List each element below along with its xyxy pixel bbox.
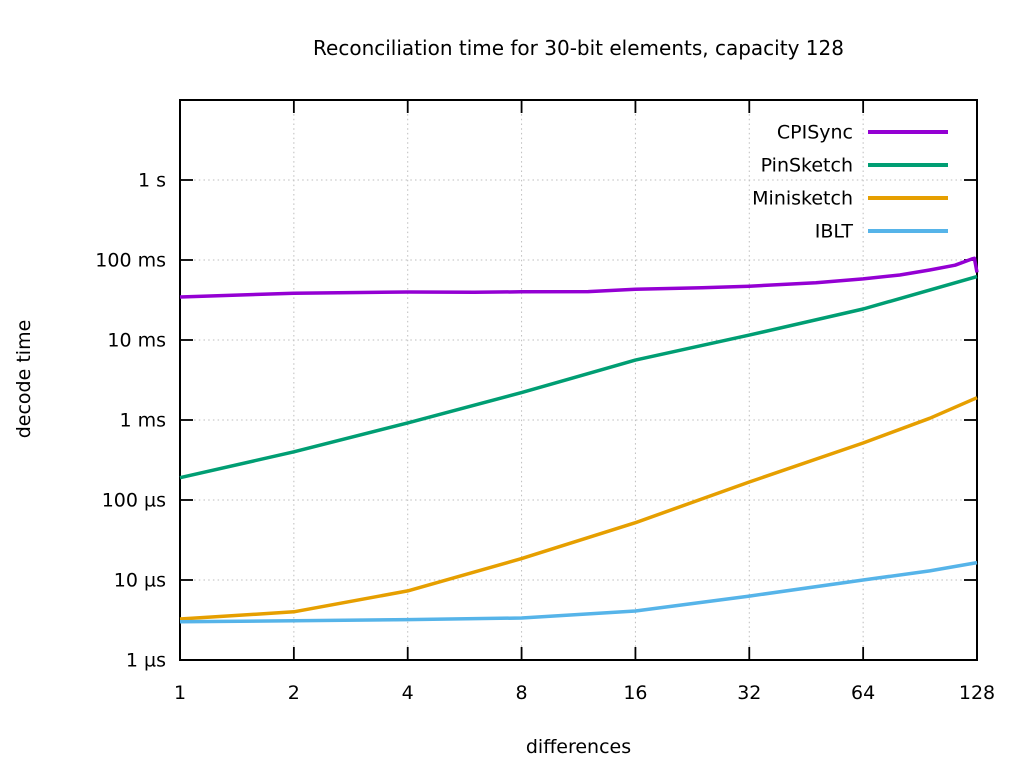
series-line-pinsketch xyxy=(179,274,978,480)
legend-label-pinsketch: PinSketch xyxy=(761,155,853,177)
plot-border xyxy=(179,99,978,661)
x-tick-label-32: 32 xyxy=(737,682,761,704)
x-axis-label: differences xyxy=(525,736,632,758)
x-tick-label-16: 16 xyxy=(623,682,647,704)
legend-label-cpisync: CPISync xyxy=(777,122,853,144)
x-tick-label-2: 2 xyxy=(288,682,300,704)
x-tick-label-4: 4 xyxy=(402,682,414,704)
series-line-iblt xyxy=(179,560,978,624)
y-tick-label-1-s: 1 s xyxy=(138,170,166,192)
y-tick-label-10-s: 10 µs xyxy=(114,570,166,592)
legend-label-minisketch: Minisketch xyxy=(752,188,853,210)
x-tick-label-64: 64 xyxy=(851,682,875,704)
x-tick-label-1: 1 xyxy=(174,682,186,704)
y-tick-label-100-s: 100 µs xyxy=(102,490,166,512)
y-tick-label-1-s: 1 µs xyxy=(126,650,166,672)
legend-label-iblt: IBLT xyxy=(815,221,854,243)
y-tick-label-10-ms: 10 ms xyxy=(107,330,166,352)
y-tick-label-1-ms: 1 ms xyxy=(119,410,166,432)
x-tick-label-8: 8 xyxy=(516,682,528,704)
x-tick-label-128: 128 xyxy=(959,682,995,704)
y-tick-label-100-ms: 100 ms xyxy=(95,250,166,272)
series-line-cpisync xyxy=(179,256,979,299)
chart-title: Reconciliation time for 30-bit elements,… xyxy=(313,36,844,60)
series-line-minisketch xyxy=(179,396,978,621)
